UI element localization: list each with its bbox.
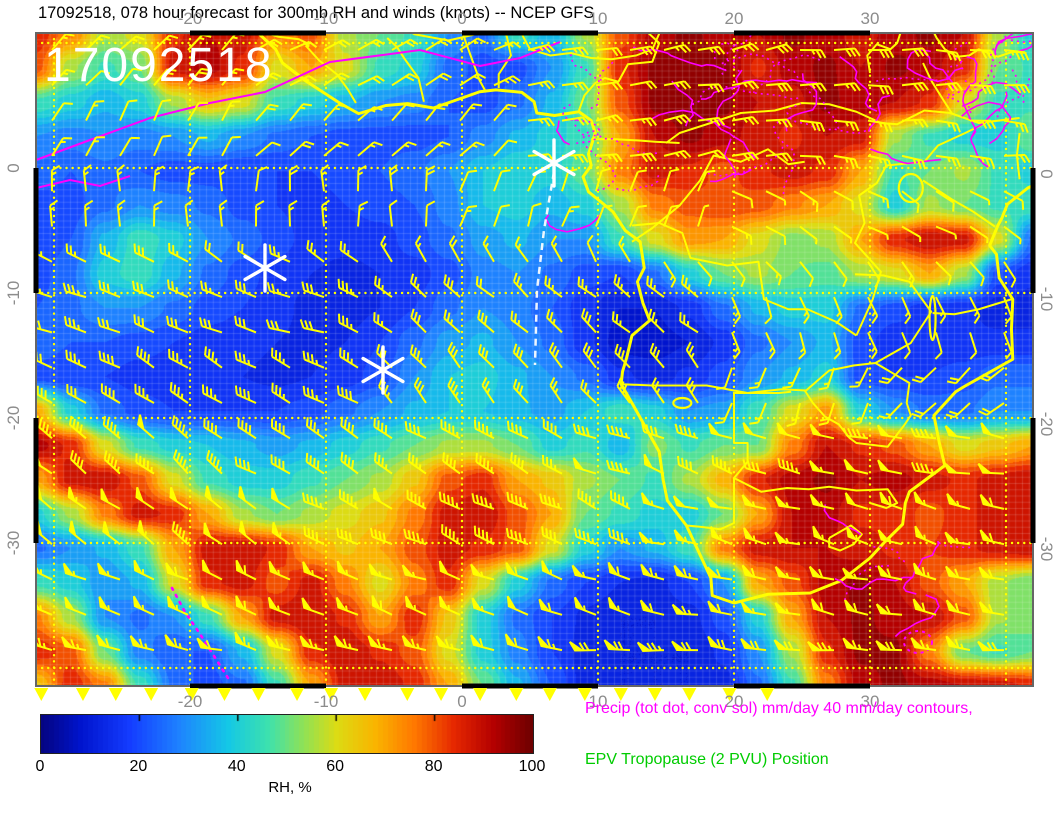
colorbar-title: RH, % (268, 779, 312, 796)
colorbar-tick: 100 (518, 758, 546, 775)
boundary-wind-pennant (34, 688, 49, 701)
axis-tick-label: -20 (1037, 411, 1056, 437)
map-datetime-overlay: 17092518 (44, 39, 274, 92)
axis-tick-label: -30 (1037, 536, 1056, 562)
axis-tick-label: -10 (313, 9, 339, 28)
colorbar-tick: 40 (227, 758, 246, 775)
axis-tick-label: -20 (177, 9, 203, 28)
axis-tick-label: 0 (457, 9, 467, 28)
boundary-wind-pennant (144, 688, 159, 701)
legend-precip: Precip (tot dot, conv sol) mm/day 40 mm/… (585, 700, 973, 717)
rh-colorbar (40, 714, 534, 754)
axis-tick-label: -10 (4, 280, 23, 306)
axis-tick-label: 0 (4, 163, 23, 173)
colorbar-tick: 80 (424, 758, 443, 775)
axis-tick-label: -10 (1037, 286, 1056, 312)
axis-tick-label: 0 (1037, 169, 1056, 179)
boundary-wind-pennant (400, 688, 415, 701)
colorbar-tick: 20 (129, 758, 148, 775)
axis-tick-label: -20 (177, 692, 203, 711)
legend-epv: EPV Tropopause (2 PVU) Position (585, 751, 829, 768)
axis-tick-label: 0 (457, 692, 467, 711)
boundary-wind-pennant (251, 688, 266, 701)
boundary-wind-pennant (75, 688, 90, 701)
page-title: 17092518, 078 hour forecast for 300mb RH… (38, 4, 595, 22)
axis-tick-label: 10 (588, 692, 608, 711)
axis-tick-label: 30 (860, 9, 880, 28)
axis-tick-label: -30 (4, 530, 23, 556)
axis-tick-label: 20 (724, 692, 744, 711)
colorbar-tick: 0 (35, 758, 45, 775)
axis-tick-label: -20 (4, 405, 23, 431)
rh-heatmap-canvas (36, 33, 1033, 686)
axis-tick-label: 20 (724, 9, 744, 28)
axis-tick-label: 30 (860, 692, 880, 711)
boundary-wind-pennant (509, 688, 524, 701)
axis-tick-label: -10 (313, 692, 339, 711)
boundary-wind-pennant (108, 688, 123, 701)
boundary-wind-pennant (542, 688, 557, 701)
axis-tick-label: 10 (588, 9, 608, 28)
boundary-wind-pennant (358, 688, 373, 701)
colorbar-tick: 60 (326, 758, 345, 775)
